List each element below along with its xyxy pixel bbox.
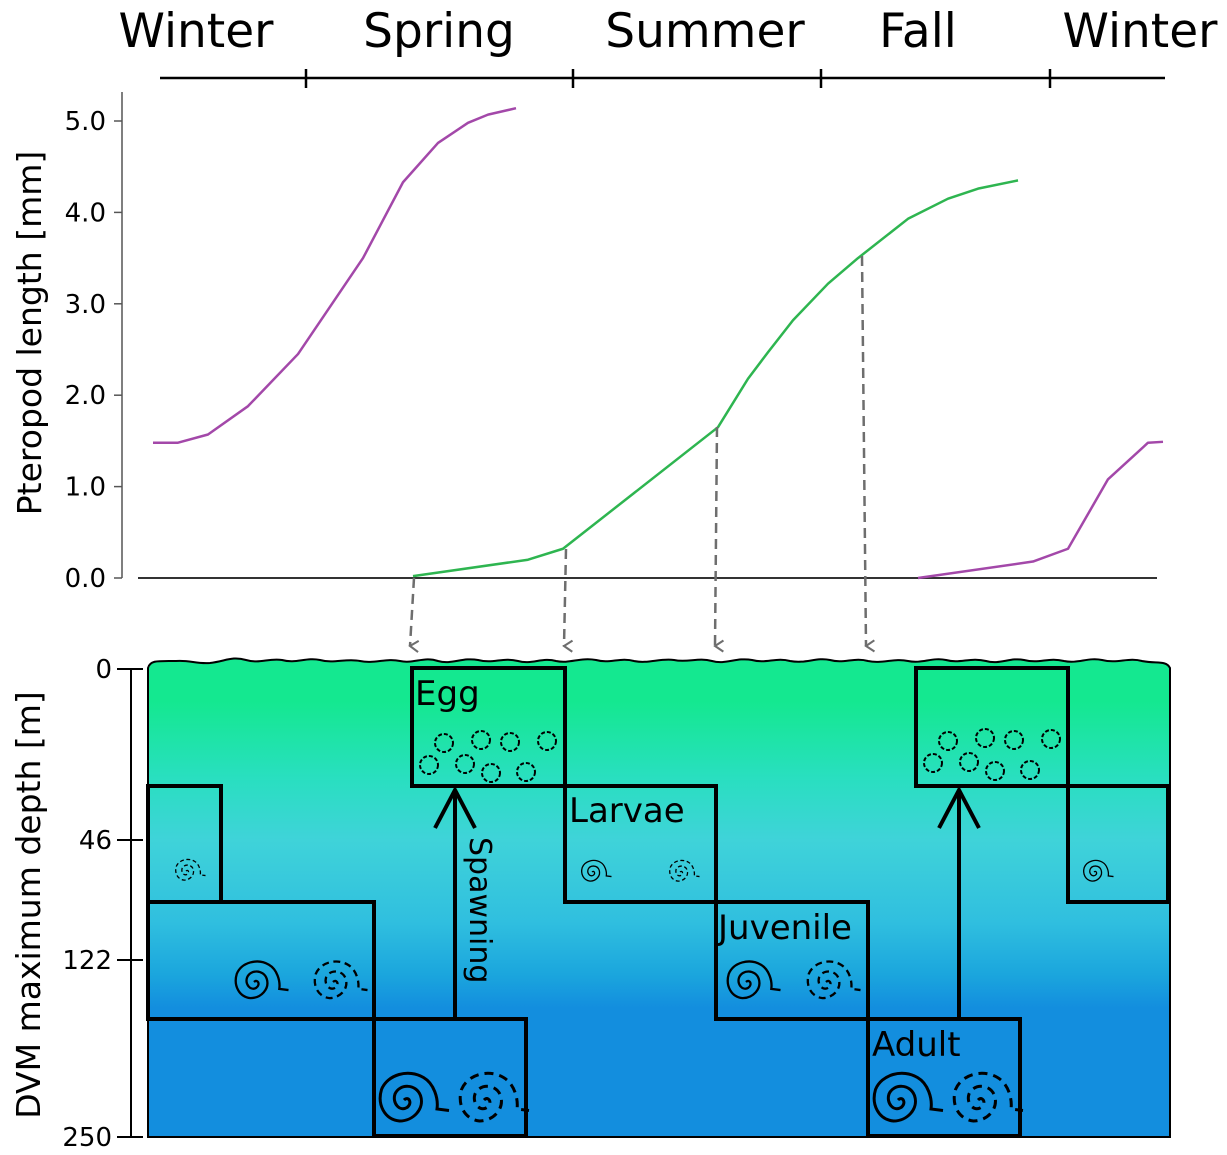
depth-tick-label: 0	[95, 655, 112, 685]
season-label-spring: Spring	[363, 4, 515, 59]
length-series	[153, 106, 1164, 580]
depth-tick-label: 122	[62, 946, 112, 976]
stage-transition-arrows	[410, 255, 866, 646]
season-label-fall: Fall	[879, 4, 957, 59]
egg-label: Egg	[415, 674, 480, 714]
juvenile-label: Juvenile	[716, 908, 852, 948]
egg-box	[410, 666, 567, 788]
larvae-label: Larvae	[569, 791, 685, 831]
spawning-arrow-head-icon	[433, 785, 477, 829]
depth-axis-title: DVM maximum depth [m]	[9, 691, 48, 1119]
spring-adult-box	[372, 1017, 528, 1138]
length-tick-label: 1.0	[65, 473, 106, 503]
depth-tick-label: 250	[62, 1123, 112, 1153]
season-label-winter-start: Winter	[119, 4, 275, 59]
larvae-onset-arrow	[564, 548, 566, 646]
larvae-box	[563, 784, 718, 904]
winter-end-larvae-box	[1066, 784, 1170, 904]
adult-box	[866, 1017, 1022, 1138]
length-chart: Pteropod length [mm] 5.0 4.0 3.0 2.0 1.0 0.0	[10, 92, 1164, 594]
length-series-line	[917, 440, 1164, 580]
water-column	[147, 657, 1171, 1138]
fall-spawning-arrow-head-icon	[937, 785, 981, 829]
length-tick-label: 2.0	[65, 381, 106, 411]
season-label-summer: Summer	[605, 4, 805, 59]
length-tick-label: 0.0	[65, 564, 106, 594]
depth-chart: DVM maximum depth [m] 0 46 122 250 Egg L…	[9, 655, 1171, 1153]
egg-onset-arrow	[410, 577, 414, 646]
length-series-line	[412, 179, 1019, 578]
season-timeline: Winter Spring Summer Fall Winter	[119, 4, 1219, 88]
winter-juvenile-box	[146, 900, 376, 1021]
adult-onset-arrow	[860, 255, 866, 646]
length-series-line	[153, 106, 517, 444]
length-tick-label: 3.0	[65, 290, 106, 320]
length-tick-label: 5.0	[65, 107, 106, 137]
juvenile-onset-arrow	[715, 426, 717, 646]
depth-tick-label: 46	[79, 826, 112, 856]
spawning-label: Spawning	[462, 837, 497, 983]
length-tick-label: 4.0	[65, 198, 106, 228]
length-y-ticks: 5.0 4.0 3.0 2.0 1.0 0.0	[65, 107, 122, 594]
adult-label: Adult	[872, 1025, 961, 1065]
season-label-winter-end: Winter	[1063, 4, 1219, 59]
length-axis-title: Pteropod length [mm]	[10, 151, 49, 515]
fall-egg-box	[914, 666, 1070, 788]
juvenile-box	[714, 900, 870, 1021]
